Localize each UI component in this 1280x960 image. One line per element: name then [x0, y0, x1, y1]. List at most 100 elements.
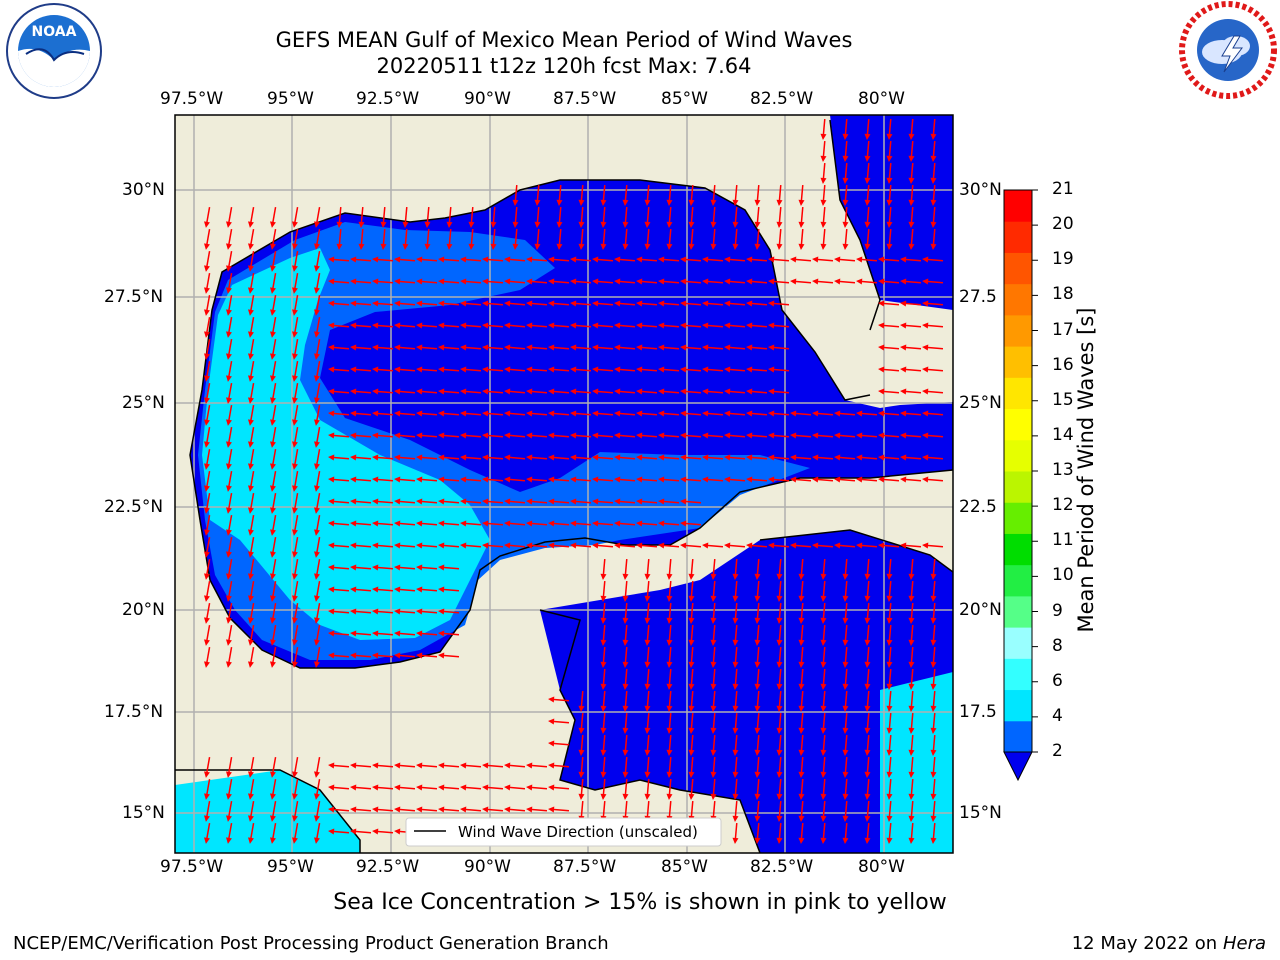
wave-direction-arrowhead: [636, 542, 643, 549]
wave-direction-arrowhead: [548, 278, 555, 285]
map-title: GEFS MEAN Gulf of Mexico Mean Period of …: [275, 28, 853, 52]
wave-direction-arrowhead: [688, 705, 695, 712]
wave-direction-arrowhead: [680, 432, 687, 439]
wave-direction-arrowhead: [658, 300, 665, 307]
wave-direction-arrowhead: [270, 397, 276, 404]
wave-direction-arrowhead: [614, 300, 621, 307]
wave-direction-arrow: [330, 500, 350, 504]
wave-direction-arrow: [528, 368, 548, 372]
wave-direction-arrowhead: [614, 256, 621, 263]
wave-direction-arrowhead: [666, 705, 673, 712]
wave-direction-arrowhead: [204, 287, 210, 294]
wave-direction-arrowhead: [314, 419, 320, 426]
wave-direction-arrowhead: [842, 749, 849, 756]
colorbar-tick-label: 8: [1052, 635, 1063, 656]
wave-direction-arrowhead: [768, 542, 775, 549]
wave-direction-arrow: [638, 390, 658, 394]
colorbar-tick-label: 9: [1052, 600, 1063, 621]
wave-direction-arrowhead: [482, 432, 489, 439]
wave-direction-arrow: [880, 434, 900, 438]
wave-direction-arrowhead: [600, 617, 607, 624]
wave-direction-arrowhead: [416, 586, 423, 593]
wave-direction-arrowhead: [732, 727, 739, 734]
wave-direction-arrowhead: [776, 639, 783, 646]
wave-direction-arrow: [594, 500, 614, 504]
wave-direction-arrowhead: [556, 243, 563, 250]
wave-direction-arrow: [227, 207, 233, 225]
wave-direction-arrowhead: [622, 749, 629, 756]
wave-direction-arrowhead: [754, 595, 761, 602]
wave-direction-arrowhead: [292, 243, 298, 250]
wave-direction-arrowhead: [702, 256, 709, 263]
wave-direction-arrowhead: [592, 366, 599, 373]
wave-direction-arrowhead: [856, 256, 863, 263]
wave-direction-arrow: [924, 324, 944, 328]
wave-direction-arrowhead: [372, 630, 379, 637]
wave-direction-arrowhead: [790, 454, 797, 461]
wave-direction-arrowhead: [394, 762, 401, 769]
wave-direction-arrowhead: [900, 278, 907, 285]
wave-direction-arrowhead: [658, 476, 665, 483]
wave-direction-arrowhead: [248, 771, 254, 778]
wave-direction-arrowhead: [710, 199, 717, 206]
colorbar-segment: [1004, 689, 1032, 722]
wave-direction-arrow: [616, 434, 636, 438]
wave-direction-arrowhead: [798, 617, 805, 624]
wave-direction-arrowhead: [482, 498, 489, 505]
wave-direction-arrowhead: [680, 542, 687, 549]
wave-direction-arrowhead: [350, 564, 357, 571]
wave-direction-arrowhead: [812, 256, 819, 263]
wave-direction-arrowhead: [248, 551, 254, 558]
wave-direction-arrowhead: [724, 366, 731, 373]
wave-direction-arrowhead: [570, 344, 577, 351]
colorbar-segment: [1004, 595, 1032, 628]
wave-direction-arrowhead: [600, 221, 607, 228]
wave-direction-arrow: [528, 390, 548, 394]
wave-direction-arrowhead: [768, 366, 775, 373]
wave-direction-arrowhead: [248, 353, 254, 360]
wave-direction-arrowhead: [548, 300, 555, 307]
wave-direction-arrow: [506, 368, 526, 372]
wave-direction-arrowhead: [248, 397, 254, 404]
wave-direction-arrowhead: [482, 322, 489, 329]
wave-direction-arrowhead: [614, 498, 621, 505]
wave-direction-arrowhead: [798, 771, 805, 778]
wave-direction-arrowhead: [504, 300, 511, 307]
wave-direction-arrowhead: [548, 256, 555, 263]
wave-direction-arrow: [616, 456, 636, 460]
lon-tick-bottom: 97.5°W: [160, 857, 224, 877]
wave-direction-arrow: [462, 302, 482, 306]
wave-direction-arrow: [484, 478, 504, 482]
wave-direction-arrowhead: [644, 243, 651, 250]
wave-direction-arrowhead: [908, 617, 915, 624]
wave-direction-arrowhead: [592, 432, 599, 439]
wave-direction-arrowhead: [460, 410, 467, 417]
wave-direction-arrowhead: [922, 542, 929, 549]
wave-direction-arrowhead: [878, 542, 885, 549]
colorbar-tick-label: 21: [1052, 179, 1074, 199]
wave-direction-arrow: [594, 478, 614, 482]
credit-text: NCEP/EMC/Verification Post Processing Pr…: [13, 933, 609, 954]
wave-direction-arrowhead: [886, 837, 893, 844]
wave-direction-arrow: [484, 412, 504, 416]
wave-direction-arrow: [924, 368, 944, 372]
wave-direction-arrowhead: [732, 199, 739, 206]
wave-direction-arrowhead: [372, 344, 379, 351]
colorbar-segment: [1004, 720, 1032, 753]
wave-direction-arrowhead: [820, 199, 827, 206]
wave-direction-arrowhead: [328, 542, 335, 549]
wave-direction-arrow: [726, 390, 746, 394]
wave-direction-arrowhead: [644, 793, 651, 800]
wave-direction-arrowhead: [746, 278, 753, 285]
wave-direction-arrow: [638, 456, 658, 460]
wave-direction-arrowhead: [622, 221, 629, 228]
wave-direction-arrowhead: [204, 331, 210, 338]
wave-direction-arrowhead: [688, 199, 695, 206]
wave-direction-arrowhead: [314, 375, 320, 382]
wave-direction-arrowhead: [886, 133, 893, 140]
wave-direction-arrowhead: [570, 410, 577, 417]
wave-direction-arrowhead: [900, 454, 907, 461]
wave-direction-arrowhead: [328, 278, 335, 285]
wave-direction-arrowhead: [798, 243, 805, 250]
wave-direction-arrow: [660, 258, 680, 262]
